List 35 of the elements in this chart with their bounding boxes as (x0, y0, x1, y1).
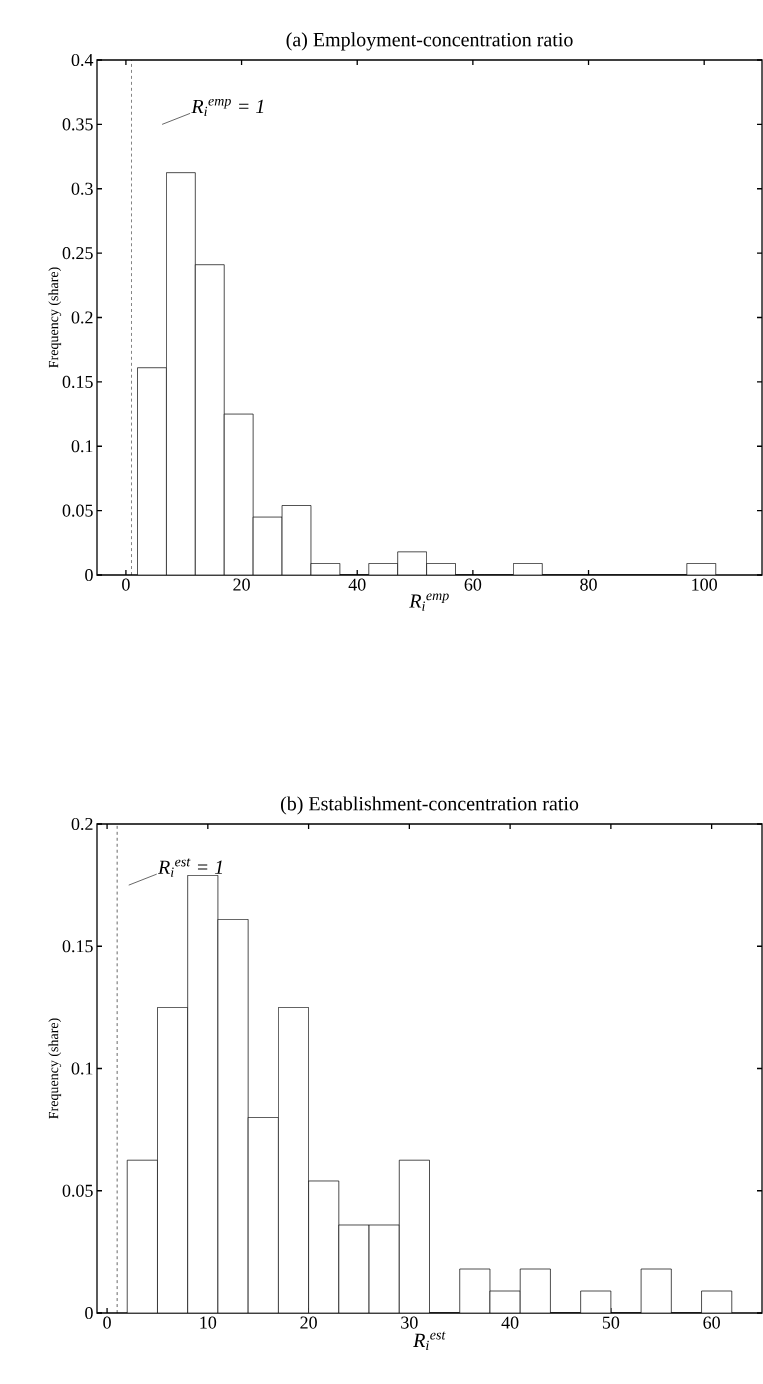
y-tick-label: 0.05 (62, 1184, 93, 1197)
x-tick-label: 60 (703, 1316, 720, 1329)
x-tick-label: 0 (122, 578, 130, 591)
y-tick-label: 0.4 (71, 53, 94, 67)
x-tick-label: 60 (464, 578, 482, 591)
chart-title: (b) Establishment-concentration ratio (280, 796, 579, 815)
y-tick-label: 0 (85, 1306, 93, 1320)
y-axis-title: Frequency (share) (48, 1018, 62, 1119)
x-tick-label: 0 (103, 1316, 111, 1329)
y-tick-label: 0.2 (71, 817, 93, 831)
x-tick-label: 20 (233, 578, 250, 591)
x-tick-label: 20 (300, 1316, 317, 1329)
x-tick-label: 10 (200, 1316, 217, 1329)
x-axis-title: R$_{i}$emp (409, 593, 449, 611)
y-tick-label: 0.15 (62, 375, 93, 388)
y-tick-label: 0.1 (71, 440, 93, 453)
y-tick-label: 0.2 (71, 311, 93, 324)
x-tick-label: 80 (580, 578, 597, 591)
chart-title: (a) Employment-concentration ratio (286, 32, 573, 51)
x-tick-label: 100 (692, 578, 717, 591)
y-tick-label: 0.3 (71, 182, 93, 195)
ref-line-label: R$_{i}$$^{emp}$ = 1 (191, 98, 264, 117)
ref-line-label: R$_{i}$$^{est}$ = 1 (157, 858, 223, 877)
y-tick-label: 0.35 (62, 118, 93, 131)
x-tick-label: 40 (348, 578, 366, 591)
x-tick-label: 30 (401, 1316, 418, 1329)
y-tick-label: 0.05 (62, 504, 93, 517)
y-tick-label: 0.15 (62, 940, 93, 953)
x-tick-label: 50 (602, 1316, 620, 1329)
x-axis-title: R$_{i}$est (413, 1331, 446, 1350)
y-tick-label: 0 (85, 568, 93, 582)
x-tick-label: 40 (501, 1316, 519, 1329)
y-tick-label: 0.25 (62, 247, 93, 260)
y-axis-title: Frequency (share) (48, 267, 62, 368)
y-tick-label: 0.1 (71, 1062, 93, 1075)
